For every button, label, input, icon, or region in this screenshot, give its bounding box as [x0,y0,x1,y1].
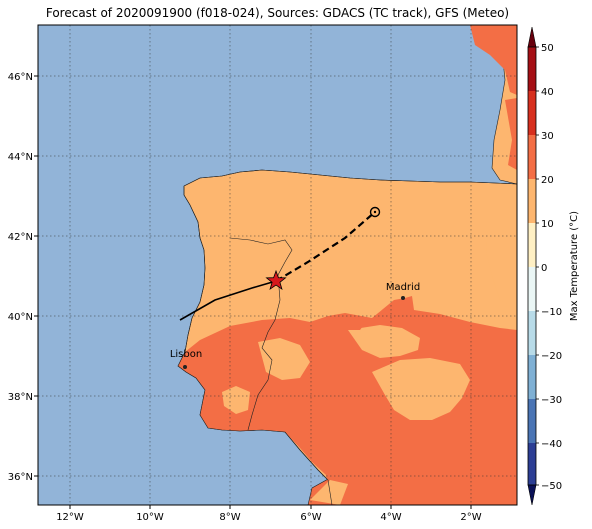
colorbar-band [528,135,536,179]
colorbar-band [528,47,536,91]
lat-label: 44°N [8,152,33,163]
colorbar-tick-label: 20 [541,175,554,186]
lon-label: 2°W [460,512,481,523]
lon-label: 4°W [380,512,401,523]
colorbar-band [528,267,536,311]
tc-forecast-position-marker [369,206,381,218]
map-title: Forecast of 2020091900 (f018-024), Sourc… [45,6,510,20]
city-label-lisbon: Lisbon [170,349,202,360]
lat-label: 36°N [8,472,33,483]
colorbar [527,26,537,506]
cool-pocket-1 [348,325,420,358]
colorbar-band [528,443,536,485]
map-frame [37,24,518,506]
lon-label: 8°W [219,512,240,523]
tc-track-forecast [275,211,376,282]
colorbar-band [528,355,536,399]
colorbar-tick-label: −10 [541,307,562,318]
colorbar-tick-label: 30 [541,131,554,142]
map-ticks [34,75,472,509]
cool-pocket-5 [486,230,517,310]
colorbar-tick-label: 0 [541,263,547,274]
colorbar-tick-label: −30 [541,395,562,406]
lat-label: 38°N [8,392,33,403]
map-area: Madrid Lisbon [38,25,517,505]
colorbar-extend-top [527,26,537,48]
colorbar-tick-label: 40 [541,87,554,98]
lon-label: 6°W [300,512,321,523]
lon-label: 12°W [56,512,84,523]
lisbon-marker [183,365,187,369]
colorbar-band [528,91,536,135]
lon-label: 10°W [136,512,164,523]
cool-pocket-4 [222,386,250,414]
tc-forecast-position-dot [373,210,377,214]
colorbar-tick-label: −40 [541,439,562,450]
graticule [38,25,517,505]
france-hot [470,25,517,95]
colorbar-band [528,223,536,267]
hot-pocket-sierra [330,316,366,330]
city-label-madrid: Madrid [386,282,420,293]
colorbar-tick-label: −50 [541,481,562,492]
cool-pocket-3 [258,338,310,380]
colorbar-band [528,179,536,223]
colorbar-tick-label: −20 [541,351,562,362]
colorbar-tick-label: 50 [541,43,554,54]
colorbar-ticks [536,46,539,486]
france-hot-2 [505,98,517,170]
cool-pocket-2 [372,358,470,420]
lat-label: 46°N [8,72,33,83]
border-portugal-spain [229,237,293,431]
lat-label: 42°N [8,232,33,243]
colorbar-band [528,399,536,443]
madrid-marker [401,296,405,300]
colorbar-label: Max Temperature (°C) [569,211,580,321]
colorbar-frame [527,46,537,486]
coastline [177,169,517,505]
gibraltar-cool [310,480,348,505]
tc-current-position-star [265,269,287,291]
colorbar-band [528,311,536,355]
colorbar-extend-bottom [527,484,537,506]
colorbar-tick-label: 10 [541,219,554,230]
tc-track-past [179,280,277,321]
lat-label: 40°N [8,312,33,323]
